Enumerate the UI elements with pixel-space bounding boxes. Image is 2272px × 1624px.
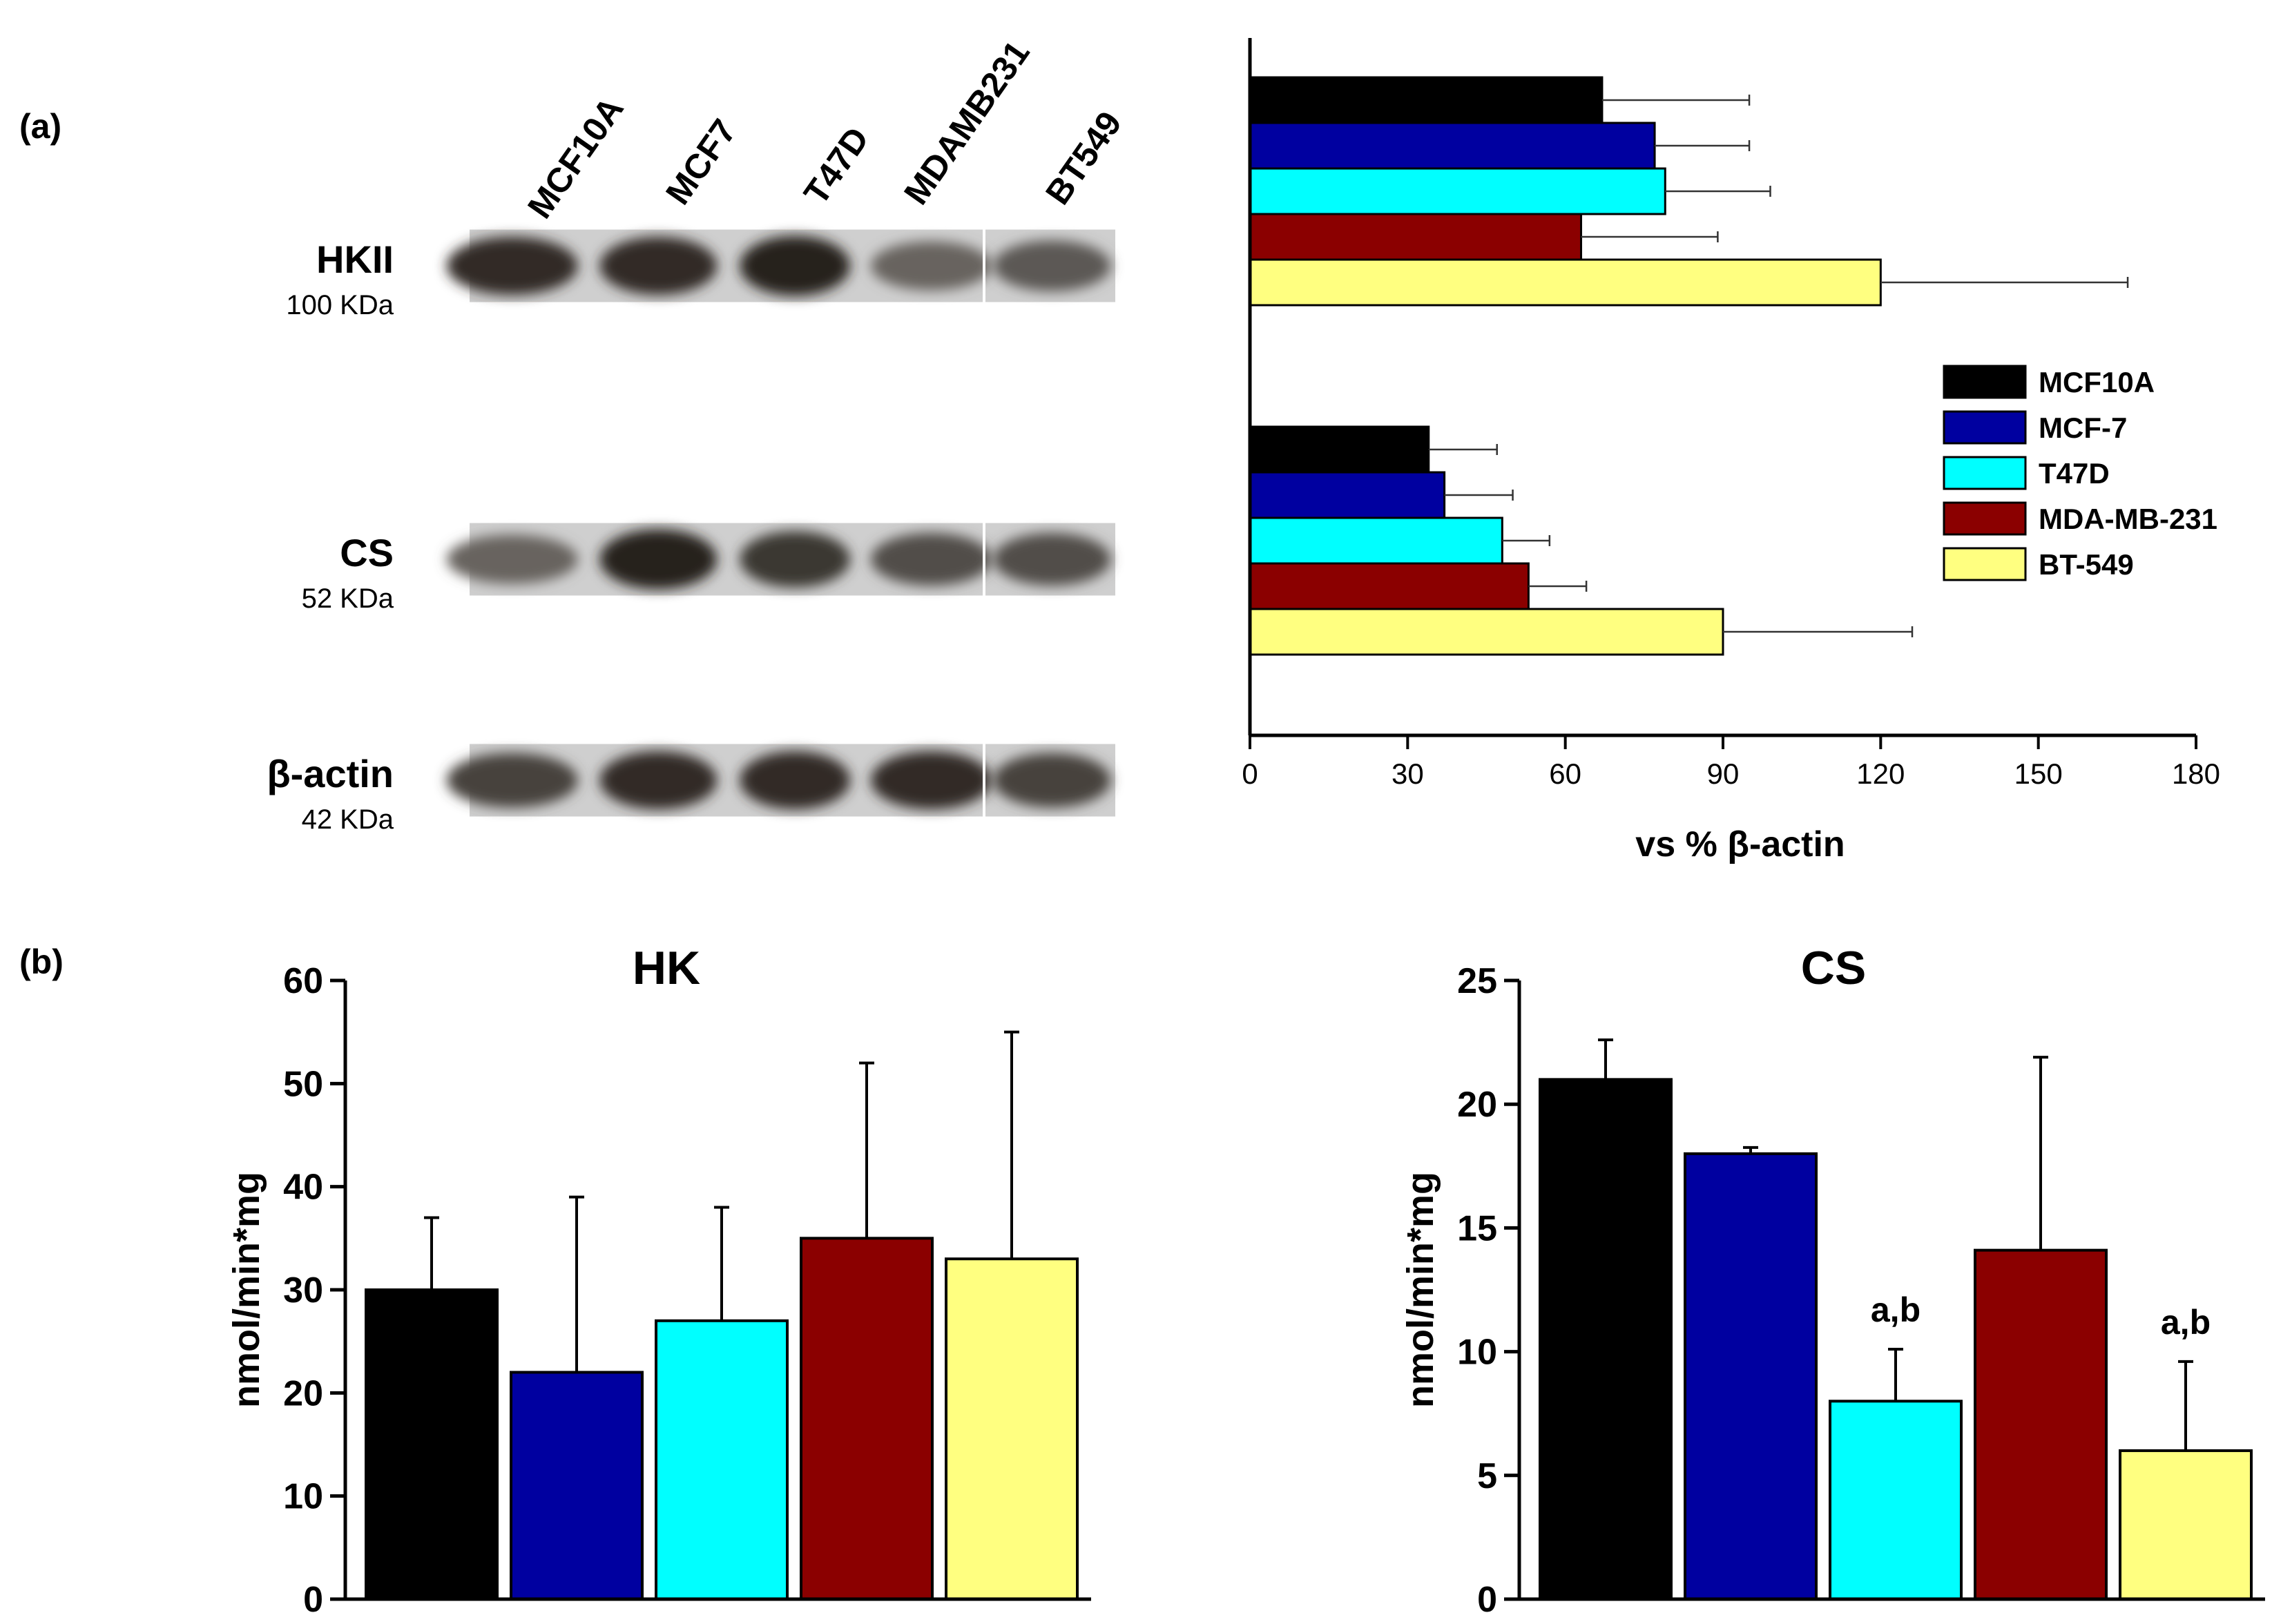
- protein-label: HKII: [316, 238, 394, 281]
- protein-label: β-actin: [267, 752, 394, 795]
- cs-activity-chart: CS nmol/min*mg a,b a,b 0 5 10 15 20 25: [1400, 942, 2265, 1620]
- chart-title: HK: [633, 942, 700, 994]
- lane-label: T47D: [796, 120, 876, 211]
- y-axis-label: nmol/min*mg: [226, 1172, 267, 1408]
- activity-bar: [1539, 1078, 1673, 1601]
- x-tick-label: 120: [1856, 757, 1905, 790]
- blot-band: [446, 534, 578, 584]
- density-bar: [1249, 471, 1446, 519]
- blot-band: [446, 236, 578, 296]
- legend-label: MDA-MB-231: [2039, 503, 2217, 535]
- y-tick-label: 5: [1477, 1456, 1497, 1496]
- blot-band: [871, 532, 992, 586]
- density-bar: [1249, 258, 1882, 307]
- x-tick-label: 180: [2172, 757, 2220, 790]
- y-tick-label: 0: [1477, 1580, 1497, 1620]
- density-bar: [1249, 167, 1666, 215]
- activity-bar: [1684, 1152, 1818, 1601]
- activity-bar: [800, 1237, 934, 1601]
- y-tick-label: 50: [283, 1064, 323, 1104]
- legend-swatch: [1943, 456, 2027, 490]
- legend-label: MCF10A: [2039, 366, 2155, 398]
- significance-label: a,b: [2161, 1303, 2211, 1342]
- y-tick-label: 10: [1457, 1333, 1497, 1373]
- density-bar: [1249, 425, 1430, 474]
- protein-label: CS: [340, 531, 394, 574]
- x-tick-label: 150: [2014, 757, 2063, 790]
- blot-band: [993, 532, 1111, 586]
- legend-swatch: [1943, 365, 2027, 399]
- legend-swatch: [1943, 410, 2027, 445]
- activity-bar: [945, 1257, 1079, 1601]
- activity-bar: [655, 1319, 789, 1601]
- blot-band: [993, 240, 1111, 291]
- y-tick-label: 15: [1457, 1208, 1497, 1248]
- lane-label: BT549: [1038, 104, 1129, 211]
- lane-label: MCF10A: [520, 90, 631, 225]
- hk-activity-chart: HK nmol/min*mg 0 10 20 30 40 50 60: [226, 942, 1091, 1620]
- y-tick-label: 25: [1457, 961, 1497, 1001]
- x-tick-label: 60: [1549, 757, 1581, 790]
- protein-size-label: 42 KDa: [302, 804, 394, 835]
- blot-band: [993, 753, 1111, 808]
- y-tick-label: 20: [283, 1373, 323, 1413]
- x-tick-label: 0: [1242, 757, 1258, 790]
- blot-band: [599, 751, 718, 810]
- density-bar: [1249, 213, 1582, 261]
- lane-label: MCF7: [658, 113, 744, 212]
- x-tick-label: 30: [1392, 757, 1424, 790]
- densitometry-chart: 0 30 60 90 120 150 180 vs % β-actin MCF10A MCF-7 T…: [1242, 38, 2220, 864]
- protein-size-label: 100 KDa: [286, 290, 394, 320]
- y-tick-label: 0: [303, 1580, 323, 1620]
- legend-swatch: [1943, 547, 2027, 581]
- density-bar: [1249, 562, 1530, 610]
- activity-bar: [2119, 1449, 2253, 1601]
- blot-band: [446, 753, 578, 808]
- activity-bar: [510, 1371, 644, 1601]
- western-blot: MCF10A MCF7 T47D MDAMB231 BT549 HKII 100 KDa CS…: [267, 34, 1129, 835]
- x-axis-label: vs % β-actin: [1635, 824, 1845, 864]
- legend-swatch: [1943, 501, 2027, 536]
- blot-band: [740, 531, 851, 588]
- blot-band: [740, 235, 851, 296]
- x-tick-label: 90: [1707, 757, 1740, 790]
- y-axis-label: nmol/min*mg: [1400, 1172, 1441, 1408]
- legend-label: MCF-7: [2039, 412, 2127, 444]
- density-bar: [1249, 76, 1604, 124]
- activity-bar: [1974, 1248, 2108, 1601]
- legend-label: T47D: [2039, 457, 2110, 490]
- y-tick-label: 10: [283, 1477, 323, 1517]
- density-bar: [1249, 608, 1724, 656]
- blot-band: [740, 751, 851, 810]
- y-tick-label: 40: [283, 1168, 323, 1208]
- density-bar: [1249, 122, 1656, 170]
- y-tick-label: 30: [283, 1270, 323, 1311]
- panel-b-label: (b): [19, 942, 64, 981]
- density-bar: [1249, 516, 1503, 565]
- y-tick-label: 20: [1457, 1085, 1497, 1125]
- activity-bar: [365, 1288, 499, 1601]
- blot-band: [871, 751, 992, 810]
- blot-band: [599, 529, 718, 590]
- panel-a-label: (a): [19, 107, 61, 146]
- lane-label: MDAMB231: [896, 34, 1037, 211]
- protein-size-label: 52 KDa: [302, 583, 394, 614]
- blot-band: [599, 236, 718, 296]
- legend-label: BT-549: [2039, 548, 2134, 581]
- blot-band: [871, 241, 992, 291]
- y-tick-label: 60: [283, 961, 323, 1001]
- activity-bar: [1829, 1400, 1963, 1601]
- chart-title: CS: [1801, 942, 1866, 994]
- significance-label: a,b: [1871, 1290, 1920, 1329]
